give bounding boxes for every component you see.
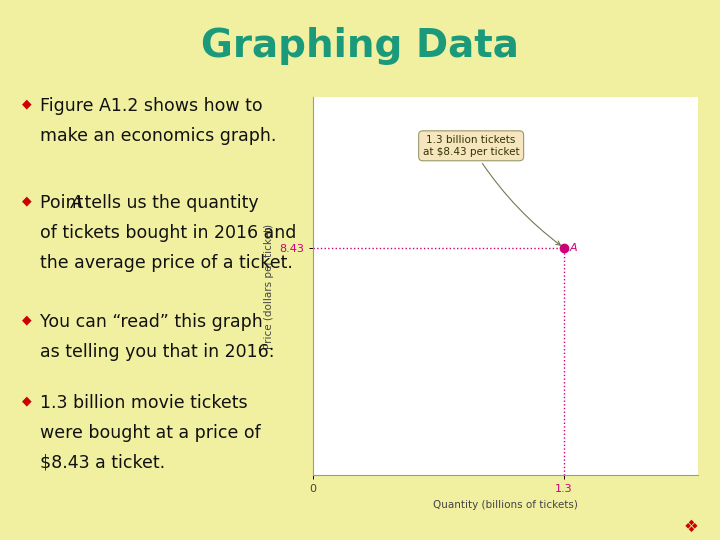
Text: A: A bbox=[570, 242, 577, 253]
Text: make an economics graph.: make an economics graph. bbox=[40, 127, 276, 145]
Text: Figure A1.2 shows how to: Figure A1.2 shows how to bbox=[40, 97, 262, 115]
Text: ◆: ◆ bbox=[22, 313, 31, 326]
X-axis label: Quantity (billions of tickets): Quantity (billions of tickets) bbox=[433, 500, 578, 510]
Text: You can “read” this graph: You can “read” this graph bbox=[40, 313, 262, 331]
Text: A: A bbox=[71, 194, 83, 212]
Text: as telling you that in 2016:: as telling you that in 2016: bbox=[40, 343, 274, 361]
Text: 1.3 billion tickets
at $8.43 per ticket: 1.3 billion tickets at $8.43 per ticket bbox=[423, 135, 560, 245]
Text: ◆: ◆ bbox=[22, 394, 31, 407]
Text: 1.3 billion movie tickets: 1.3 billion movie tickets bbox=[40, 394, 247, 412]
Text: tells us the quantity: tells us the quantity bbox=[79, 194, 258, 212]
Text: $8.43 a ticket.: $8.43 a ticket. bbox=[40, 454, 165, 471]
Text: Graphing Data: Graphing Data bbox=[201, 27, 519, 65]
Text: ❖: ❖ bbox=[684, 517, 698, 536]
Text: of tickets bought in 2016 and: of tickets bought in 2016 and bbox=[40, 224, 296, 242]
Text: ◆: ◆ bbox=[22, 97, 31, 110]
Y-axis label: Price (dollars per ticket): Price (dollars per ticket) bbox=[264, 224, 274, 349]
Text: ◆: ◆ bbox=[22, 194, 31, 207]
Text: Point: Point bbox=[40, 194, 89, 212]
Text: the average price of a ticket.: the average price of a ticket. bbox=[40, 254, 292, 272]
Text: were bought at a price of: were bought at a price of bbox=[40, 424, 261, 442]
